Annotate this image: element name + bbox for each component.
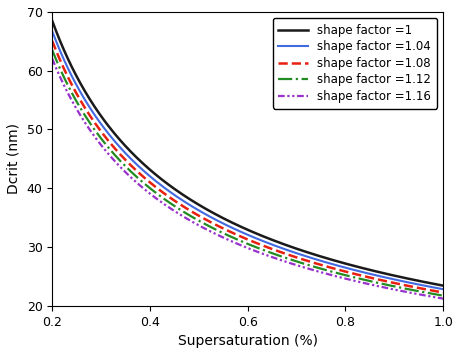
shape factor =1.16: [50, 56, 55, 61]
Line: shape factor =1: shape factor =1: [52, 21, 442, 286]
shape factor =1.04: [235, 228, 240, 233]
shape factor =1.16: [281, 259, 287, 263]
shape factor =1.08: [369, 276, 375, 280]
shape factor =1.12: [235, 237, 240, 242]
Line: shape factor =1.12: shape factor =1.12: [52, 50, 442, 296]
shape factor =1.12: [50, 48, 55, 52]
shape factor =1: [281, 242, 287, 247]
shape factor =1: [50, 18, 55, 23]
Legend: shape factor =1, shape factor =1.04, shape factor =1.08, shape factor =1.12, sha: shape factor =1, shape factor =1.04, sha…: [272, 18, 436, 109]
shape factor =1.08: [281, 251, 287, 256]
shape factor =1.12: [430, 292, 436, 296]
Line: shape factor =1.04: shape factor =1.04: [52, 31, 442, 289]
shape factor =1.16: [430, 295, 436, 299]
shape factor =1: [260, 234, 266, 239]
shape factor =1.16: [439, 296, 445, 301]
shape factor =1.04: [439, 287, 445, 291]
shape factor =1.08: [235, 233, 240, 237]
shape factor =1.04: [281, 247, 287, 251]
shape factor =1.04: [237, 229, 242, 234]
shape factor =1.16: [260, 252, 266, 256]
shape factor =1: [439, 284, 445, 288]
shape factor =1.04: [369, 272, 375, 277]
shape factor =1.16: [369, 283, 375, 287]
shape factor =1.16: [237, 243, 242, 247]
shape factor =1: [430, 282, 436, 286]
shape factor =1.04: [260, 239, 266, 244]
shape factor =1.12: [369, 279, 375, 284]
shape factor =1: [235, 223, 240, 228]
shape factor =1.08: [430, 289, 436, 293]
shape factor =1.04: [430, 285, 436, 290]
shape factor =1.08: [50, 39, 55, 43]
shape factor =1.08: [260, 244, 266, 248]
shape factor =1: [369, 268, 375, 273]
shape factor =1: [237, 224, 242, 229]
shape factor =1.12: [439, 294, 445, 298]
X-axis label: Supersaturation (%): Supersaturation (%): [177, 334, 317, 348]
shape factor =1.08: [237, 234, 242, 239]
shape factor =1.04: [50, 29, 55, 33]
Line: shape factor =1.08: shape factor =1.08: [52, 41, 442, 293]
shape factor =1.12: [260, 248, 266, 252]
shape factor =1.08: [439, 290, 445, 295]
Line: shape factor =1.16: shape factor =1.16: [52, 59, 442, 299]
shape factor =1.12: [237, 239, 242, 243]
shape factor =1.16: [235, 242, 240, 246]
Y-axis label: Dcrit (nm): Dcrit (nm): [7, 123, 21, 194]
shape factor =1.12: [281, 256, 287, 260]
